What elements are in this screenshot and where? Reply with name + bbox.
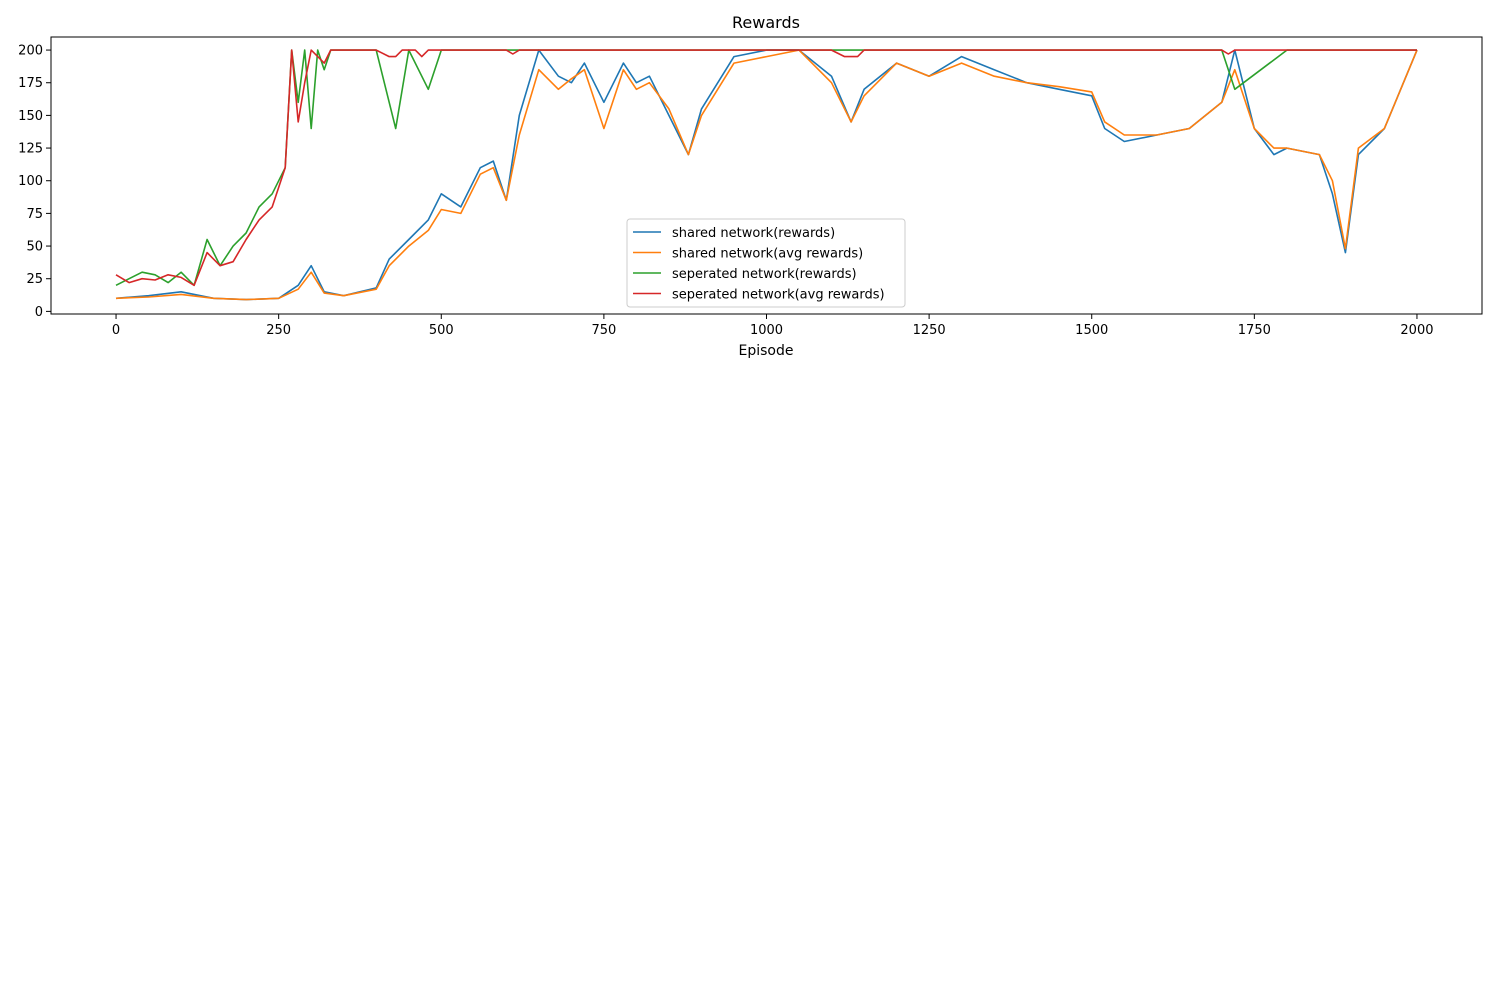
x-tick-label: 1000 [750,323,783,338]
legend-label-2: seperated network(rewards) [672,267,857,282]
x-axis: 0 250 500 750 1000 1250 1500 1750 2000 [112,314,1434,338]
series-lines [115,49,1418,301]
x-tick-label: 2000 [1400,323,1433,338]
y-tick-label: 150 [18,109,43,124]
y-tick-label: 100 [18,174,43,189]
x-tick-label: 250 [266,323,291,338]
y-tick-label: 200 [18,44,43,59]
y-tick-label: 50 [26,240,43,255]
x-axis-label: Episode [739,343,794,359]
y-tick-label: 125 [18,142,43,157]
chart-title: Rewards [732,13,800,32]
x-tick-label: 1750 [1238,323,1271,338]
legend-box [626,218,906,308]
legend-label-3: seperated network(avg rewards) [672,288,885,303]
series-line-3 [115,49,1417,287]
x-tick-label: 500 [429,323,454,338]
x-tick-label: 1500 [1075,323,1108,338]
y-tick-label: 0 [35,305,43,320]
series-line-1 [115,49,1418,301]
x-tick-label: 0 [112,323,120,338]
x-tick-label: 750 [591,323,616,338]
y-tick-label: 25 [26,272,43,287]
x-tick-label: 1250 [913,323,946,338]
y-tick-label: 75 [26,207,43,222]
y-axis: 0 25 50 75 100 125 150 175 200 [18,44,51,320]
legend: shared network(rewards) shared network(av… [626,218,906,308]
legend-label-0: shared network(rewards) [672,226,835,241]
legend-label-1: shared network(avg rewards) [672,247,863,262]
y-tick-label: 175 [18,76,43,91]
